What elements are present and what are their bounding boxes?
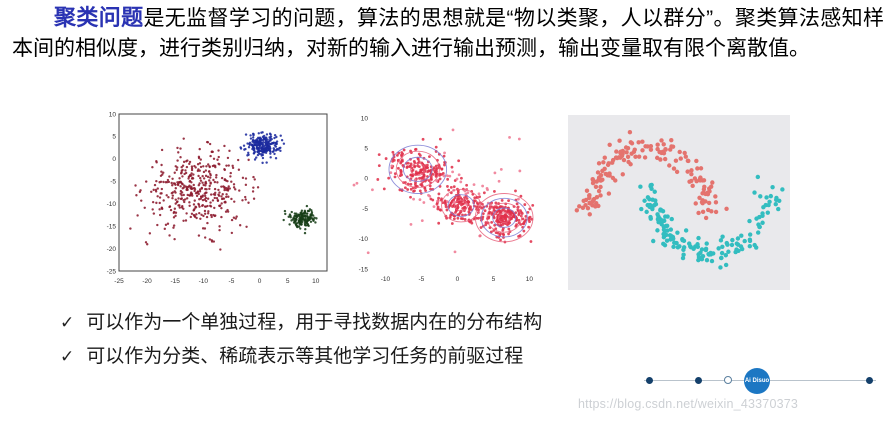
svg-text:-5: -5: [229, 278, 235, 285]
timeline-dot-hollow: [724, 376, 732, 384]
svg-text:-25: -25: [114, 278, 124, 285]
cluster-scatter-plot: -25 -20 -15 -10 -5 0 5 10 10 5 0 -5 -10 -15 -20 -25: [95, 108, 335, 286]
svg-text:-5: -5: [110, 179, 116, 186]
svg-text:0: 0: [112, 156, 116, 163]
svg-text:0: 0: [258, 278, 262, 285]
svg-text:10: 10: [361, 115, 369, 122]
timeline-dot: [646, 377, 653, 384]
timeline-dot: [695, 377, 702, 384]
density-cluster-plot: -10 -5 0 5 10 10 5 0 -5 -10 -15: [347, 112, 559, 284]
svg-text:0: 0: [364, 176, 368, 183]
svg-text:-10: -10: [107, 201, 117, 208]
svg-text:-10: -10: [199, 278, 209, 285]
svg-text:5: 5: [286, 278, 290, 285]
intro-term: 聚类问题: [54, 5, 144, 30]
check-icon: ✓: [60, 313, 75, 332]
svg-text:10: 10: [109, 111, 117, 118]
check-icon: ✓: [60, 347, 75, 366]
svg-text:10: 10: [312, 278, 320, 285]
two-moons-plot: [568, 115, 790, 290]
svg-text:-10: -10: [359, 236, 369, 243]
bullet-list: ✓ 可以作为一个单独过程，用于寻找数据内在的分布结构 ✓ 可以作为分类、稀疏表示等其…: [60, 306, 542, 374]
svg-text:0: 0: [456, 276, 460, 283]
svg-text:5: 5: [492, 276, 496, 283]
bullet-item: ✓ 可以作为一个单独过程，用于寻找数据内在的分布结构: [60, 306, 542, 340]
svg-text:-5: -5: [362, 206, 368, 213]
svg-text:10: 10: [526, 276, 534, 283]
svg-text:-15: -15: [359, 266, 369, 273]
svg-text:-10: -10: [381, 276, 391, 283]
bullet-text: 可以作为分类、稀疏表示等其他学习任务的前驱过程: [86, 346, 524, 367]
timeline-badge: Ai Disuo: [744, 368, 770, 394]
svg-text:5: 5: [112, 134, 116, 141]
timeline-dot: [866, 377, 873, 384]
svg-text:-20: -20: [107, 246, 117, 253]
intro-paragraph: 聚类问题是无监督学习的问题，算法的思想就是“物以类聚，人以群分”。聚类算法感知样…: [12, 3, 884, 64]
progress-timeline: Ai Disuo: [638, 368, 880, 394]
svg-text:-15: -15: [107, 223, 117, 230]
intro-text: 是无监督学习的问题，算法的思想就是“物以类聚，人以群分”。聚类算法感知样本间的相…: [12, 7, 884, 60]
watermark-url: https://blog.csdn.net/weixin_43370373: [578, 397, 799, 411]
bullet-item: ✓ 可以作为分类、稀疏表示等其他学习任务的前驱过程: [60, 340, 542, 374]
timeline-badge-label: Ai Disuo: [744, 378, 770, 384]
svg-text:-20: -20: [142, 278, 152, 285]
svg-text:-25: -25: [107, 268, 117, 275]
svg-text:5: 5: [364, 146, 368, 153]
svg-text:-5: -5: [419, 276, 425, 283]
bullet-text: 可以作为一个单独过程，用于寻找数据内在的分布结构: [86, 312, 543, 333]
svg-text:-15: -15: [171, 278, 181, 285]
